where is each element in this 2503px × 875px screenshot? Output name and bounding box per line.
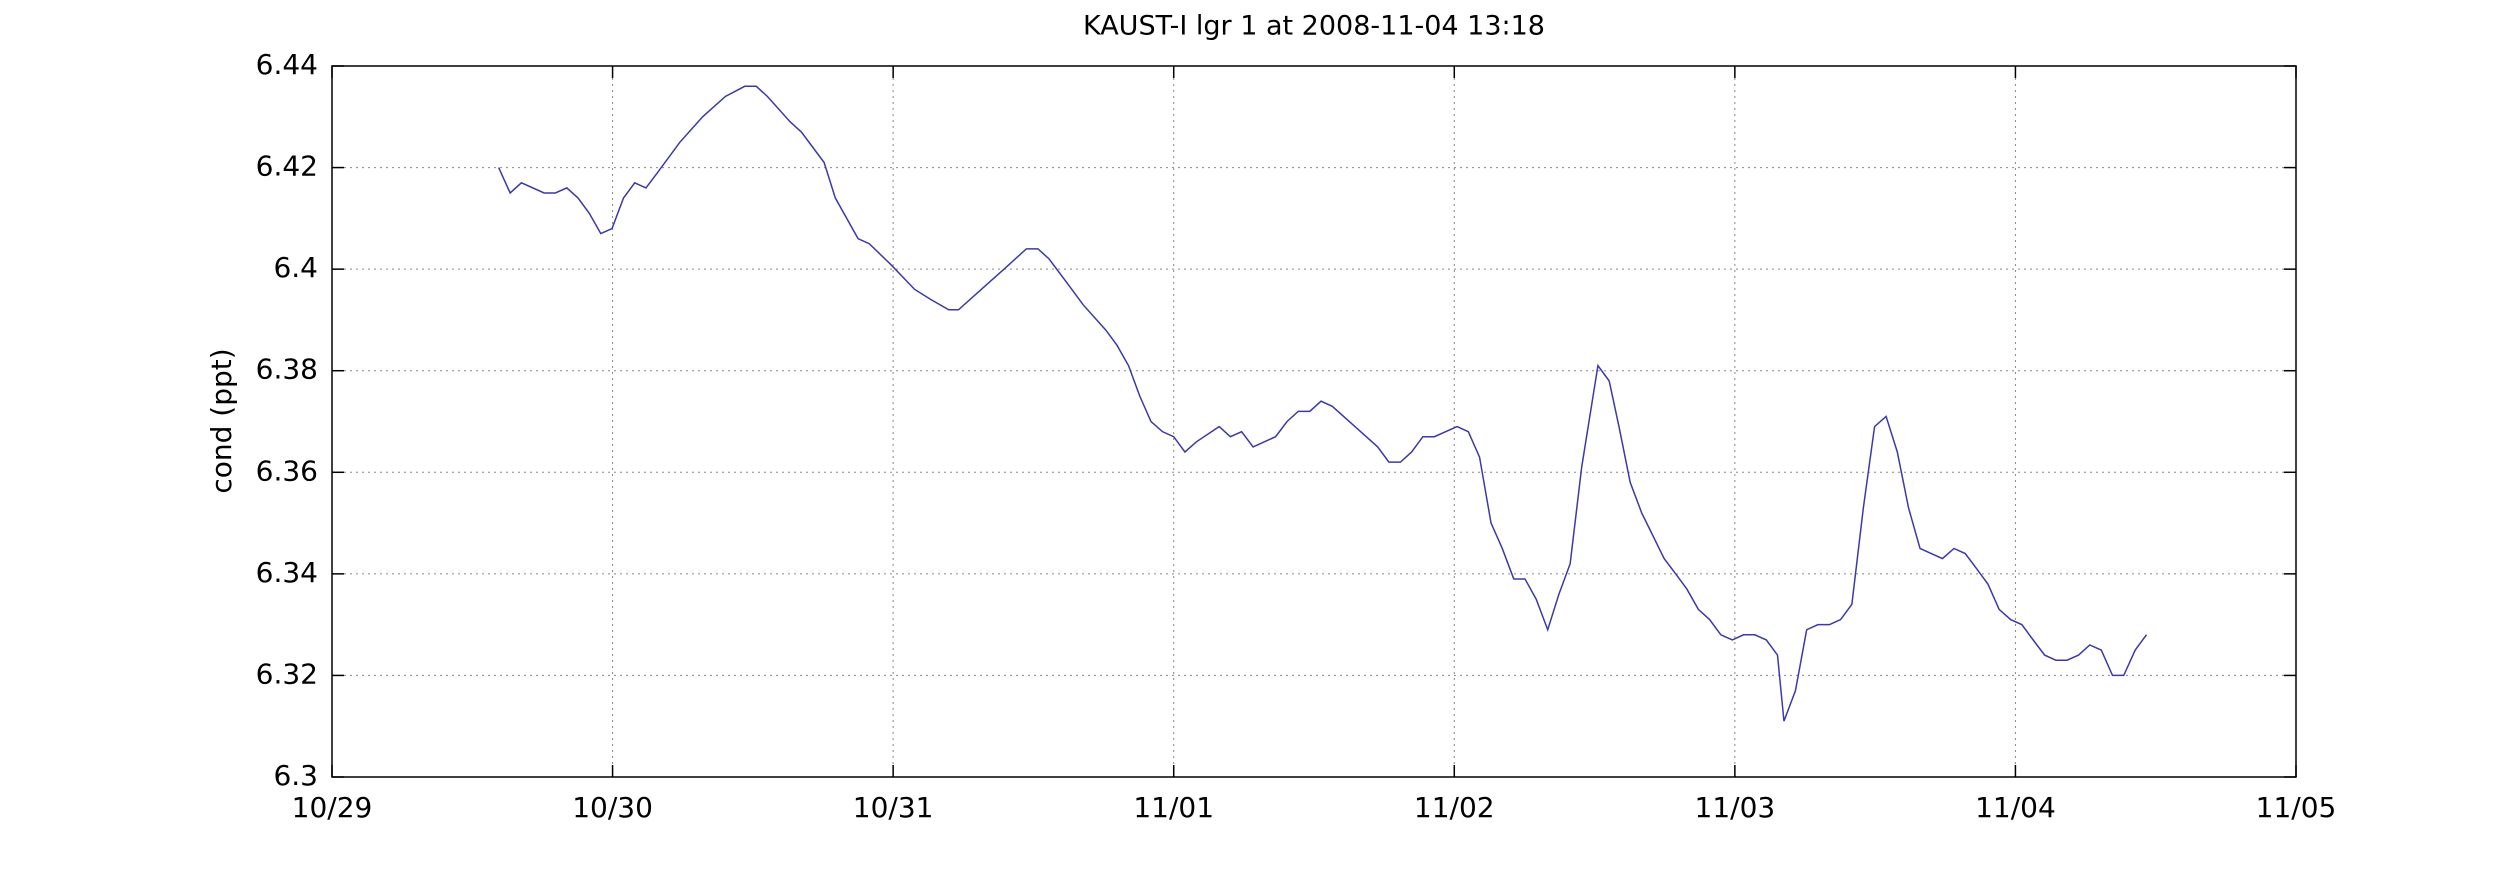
- y-tick-label: 6.44: [256, 48, 318, 81]
- x-tick-label: 11/04: [1975, 791, 2056, 824]
- x-tick-label: 11/01: [1133, 791, 1214, 824]
- x-tick-label: 10/29: [292, 791, 373, 824]
- data-line: [497, 85, 2148, 722]
- y-axis-label: cond (ppt): [205, 348, 238, 493]
- y-tick-label: 6.34: [256, 556, 318, 589]
- x-tick-label: 11/02: [1414, 791, 1495, 824]
- x-tick-label: 10/30: [572, 791, 653, 824]
- y-tick-label: 6.38: [256, 353, 318, 386]
- y-tick-label: 6.42: [256, 150, 318, 183]
- plot-frame: [331, 65, 2297, 778]
- y-tick-label: 6.3: [273, 759, 318, 792]
- y-tick-label: 6.32: [256, 657, 318, 690]
- chart-title: KAUST-I lgr 1 at 2008-11-04 13:18: [1083, 11, 1545, 42]
- x-tick-label: 11/03: [1695, 791, 1776, 824]
- x-tick-label: 10/31: [853, 791, 934, 824]
- y-tick-label: 6.36: [256, 454, 318, 487]
- x-tick-label: 11/05: [2256, 791, 2337, 824]
- y-tick-label: 6.4: [273, 251, 318, 284]
